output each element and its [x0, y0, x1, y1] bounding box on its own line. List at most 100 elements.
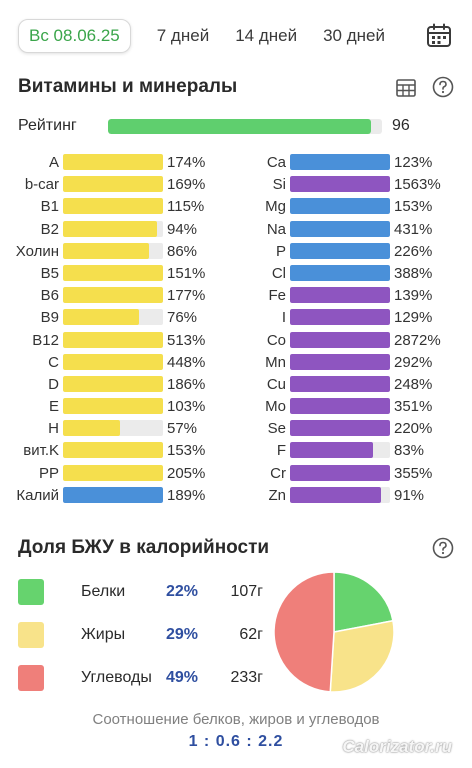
nutrient-bar [290, 287, 390, 304]
nutrient-bar [290, 309, 390, 326]
nutrient-percent: 177% [167, 287, 206, 305]
nutrient-bar-fill [290, 442, 373, 459]
nutrient-bar-fill [63, 154, 163, 170]
nutrient-label: Mo [265, 398, 286, 416]
nutrient-bar-fill [63, 353, 163, 370]
nutrient-percent: 226% [394, 242, 433, 260]
tab-30-days[interactable]: 30 дней [323, 26, 385, 45]
nutrient-percent: 388% [394, 264, 433, 282]
nutrient-label: D [48, 375, 59, 393]
nutrient-bar-fill [63, 220, 157, 237]
nutrient-percent: 292% [394, 353, 433, 371]
nutrient-percent: 83% [394, 442, 425, 460]
nutrient-label: Cl [271, 264, 286, 282]
nutrient-label: Mn [265, 353, 286, 371]
nutrient-bar [63, 309, 163, 326]
nutrient-label: вит.K [23, 442, 59, 460]
nutrient-label: E [48, 398, 59, 416]
nutrient-bar-fill [290, 154, 390, 170]
nutrient-bar-fill [290, 375, 390, 392]
nutrient-label: B12 [32, 331, 59, 349]
nutrient-bar [63, 287, 163, 304]
nutrient-label: Cu [266, 375, 286, 393]
nutrient-bar-fill [290, 264, 390, 281]
nutrient-percent: 186% [167, 375, 206, 393]
nutrient-bar-fill [63, 398, 163, 415]
nutrient-bar [63, 176, 163, 193]
nutrient-bar [290, 398, 390, 415]
nutrient-bar [290, 464, 390, 481]
nutrient-label: I [281, 309, 286, 327]
nutrient-bar [290, 176, 390, 193]
nutrient-percent: 431% [394, 220, 433, 238]
nutrient-percent: 174% [167, 154, 206, 171]
nutrient-bar [63, 154, 163, 170]
macro-grams: 233г [230, 669, 263, 686]
nutrient-bar-fill [63, 464, 163, 481]
macro-percent: 22% [166, 583, 199, 600]
calendar-icon[interactable] [426, 23, 452, 49]
tab-7-days[interactable]: 7 дней [156, 26, 210, 45]
ratio-value: 1 : 0.6 : 2.2 [188, 733, 284, 750]
nutrient-percent: 129% [394, 309, 433, 327]
nutrient-label: Si [272, 176, 286, 194]
tab-14-days[interactable]: 14 дней [235, 26, 298, 45]
nutrient-percent: 153% [167, 442, 206, 460]
nutrient-bar-fill [63, 198, 163, 215]
nutrient-percent: 86% [167, 242, 198, 260]
nutrient-bar [63, 220, 163, 237]
nutrient-label: Na [266, 220, 286, 238]
pie-slice [333, 571, 394, 633]
nutrient-bar [290, 154, 390, 170]
macros-title: Доля БЖУ в калорийности [18, 537, 270, 558]
nutrient-percent: 76% [167, 309, 198, 327]
nutrient-bar-fill [63, 442, 163, 459]
nutrient-bar-fill [63, 242, 149, 259]
nutrient-percent: 123% [394, 154, 433, 171]
nutrient-percent: 205% [167, 464, 206, 482]
nutrient-percent: 189% [167, 486, 206, 504]
rating-bar-fill [108, 119, 372, 134]
macro-grams: 107г [230, 583, 263, 600]
nutrient-bar-fill [290, 420, 390, 437]
nutrient-percent: 153% [394, 198, 433, 216]
macros-pie-chart [273, 571, 395, 693]
nutrient-bar-fill [290, 353, 390, 370]
nutrient-bar [290, 198, 390, 215]
vitamins-title: Витамины и минералы [18, 76, 238, 97]
nutrient-percent: 103% [167, 398, 206, 416]
table-icon[interactable] [395, 77, 417, 99]
nutrient-bar [290, 442, 390, 459]
nutrient-bar-fill [63, 309, 139, 326]
nutrient-bar [290, 375, 390, 392]
nutrient-bar [63, 264, 163, 281]
nutrient-bar-fill [290, 464, 390, 481]
nutrient-percent: 448% [167, 353, 206, 371]
nutrient-label: F [276, 442, 286, 460]
help-icon[interactable] [432, 76, 454, 98]
tab-date[interactable]: Вс 08.06.25 [18, 19, 131, 53]
nutrient-bar-fill [63, 287, 163, 304]
nutrient-percent: 151% [167, 264, 206, 282]
rating-bar [108, 119, 382, 134]
nutrient-bar-fill [290, 486, 381, 503]
carbs-swatch [18, 665, 44, 691]
macro-percent: 49% [166, 669, 199, 686]
nutrient-bar [290, 242, 390, 259]
nutrient-bar [63, 331, 163, 348]
watermark: Calorizator.ru [342, 737, 452, 756]
nutrient-bar-fill [290, 176, 390, 193]
nutrient-bar [290, 331, 390, 348]
nutrient-bar-fill [290, 198, 390, 215]
nutrient-label: Zn [268, 486, 286, 504]
nutrient-percent: 2872% [394, 331, 441, 349]
nutrient-bar-fill [290, 220, 390, 237]
nutrient-bar-fill [63, 264, 163, 281]
nutrient-bar-fill [63, 375, 163, 392]
pie-slice [273, 571, 335, 693]
macro-grams: 62г [239, 626, 263, 643]
nutrient-bar-fill [63, 176, 163, 193]
nutrient-bar-fill [290, 242, 390, 259]
help-icon[interactable] [432, 537, 454, 559]
nutrient-bar-fill [290, 287, 390, 304]
